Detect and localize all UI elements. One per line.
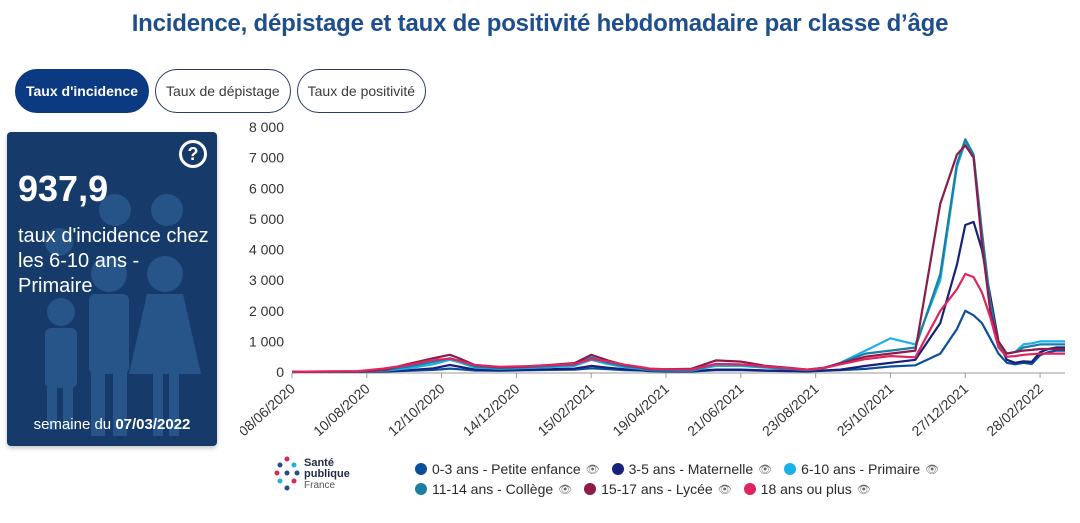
sante-publique-logo: Santé publique France [274, 455, 350, 493]
week-label: semaine du 07/03/2022 [7, 416, 217, 433]
y-tick-label: 7 000 [249, 150, 284, 166]
series-line [292, 220, 1065, 373]
legend-swatch [743, 483, 756, 495]
page-title: Incidence, dépistage et taux de positivi… [131, 10, 949, 37]
y-tick-label: 6 000 [249, 180, 284, 196]
legend-swatch [784, 463, 797, 475]
legend-label: 3-5 ans - Maternelle [628, 461, 754, 477]
y-tick-label: 0 [276, 364, 284, 380]
logo-line2: publique [304, 467, 350, 480]
y-tick-label: 4 000 [249, 242, 284, 258]
metric-tabs: Taux d'incidence Taux de dépistage Taux … [15, 69, 427, 113]
incidence-line-chart: 0 1 000 2 000 3 000 4 000 5 000 6 000 7 000 8 00… [240, 119, 1065, 439]
x-tick-label: 27/12/2021 [908, 380, 971, 439]
x-tick-label: 08/06/2020 [240, 380, 298, 439]
x-tick-label: 19/04/2021 [609, 380, 672, 439]
tab-incidence[interactable]: Taux d'incidence [15, 69, 149, 113]
y-tick-label: 1 000 [249, 333, 284, 349]
legend-item[interactable]: 11-14 ans - Collège 👁 [415, 481, 572, 497]
eye-icon[interactable]: 👁 [758, 463, 773, 476]
legend-label: 18 ans ou plus [760, 481, 852, 497]
week-date: 07/03/2022 [115, 416, 191, 433]
kpi-description: taux d'incidence chez les 6-10 ans - Pri… [18, 225, 209, 297]
eye-icon[interactable]: 👁 [717, 483, 732, 496]
x-tick-label: 14/12/2020 [460, 380, 523, 439]
tab-depistage[interactable]: Taux de dépistage [155, 69, 291, 113]
legend-label: 6-10 ans - Primaire [801, 461, 921, 477]
x-tick-label: 10/08/2020 [310, 380, 373, 439]
series-line [291, 138, 1065, 373]
y-tick-label: 5 000 [249, 211, 284, 227]
eye-icon[interactable]: 👁 [856, 483, 871, 496]
legend-item[interactable]: 18 ans ou plus 👁 [743, 481, 871, 497]
x-tick-label: 23/08/2021 [759, 380, 822, 439]
week-prefix: semaine du [33, 416, 116, 433]
x-tick-label: 15/02/2021 [534, 380, 597, 439]
legend-row: 11-14 ans - Collège 👁 15-17 ans - Lycée 👁 … [415, 479, 975, 499]
y-tick-label: 3 000 [249, 272, 284, 288]
question-icon[interactable]: ? [179, 140, 207, 168]
legend-swatch [415, 483, 427, 495]
kpi-card: ? 937,9 taux d'incidence chez les 6-10 a… [7, 132, 217, 446]
legend-swatch [611, 463, 624, 475]
kpi-value: 937,9 [18, 168, 109, 209]
x-tick-label: 21/06/2021 [684, 380, 747, 439]
legend-label: 0-3 ans - Petite enfance [432, 461, 581, 477]
y-tick-label: 2 000 [249, 303, 284, 319]
legend-item[interactable]: 3-5 ans - Maternelle 👁 [611, 461, 773, 477]
legend-row: 0-3 ans - Petite enfance 👁 3-5 ans - Mate… [415, 459, 975, 479]
legend-item[interactable]: 0-3 ans - Petite enfance 👁 [415, 461, 600, 477]
tab-positivite[interactable]: Taux de positivité [296, 69, 427, 113]
legend-label: 15-17 ans - Lycée [601, 481, 713, 497]
eye-icon[interactable]: 👁 [585, 463, 600, 476]
legend-item[interactable]: 15-17 ans - Lycée 👁 [584, 481, 732, 497]
logo-line1: Santé [304, 456, 334, 469]
eye-icon[interactable]: 👁 [558, 483, 573, 496]
logo-line3: France [304, 479, 336, 491]
series-line [291, 272, 1065, 373]
series-line [291, 144, 1065, 373]
family-illustration-icon [45, 194, 201, 436]
logo-dots-icon [274, 456, 300, 491]
series-line [292, 309, 1065, 373]
x-tick-label: 12/10/2020 [385, 380, 448, 439]
eye-icon[interactable]: 👁 [925, 463, 940, 476]
x-tick-label: 25/10/2021 [834, 380, 897, 439]
x-tick-label: 28/02/2022 [983, 380, 1046, 439]
legend-swatch [584, 483, 597, 495]
legend-label: 11-14 ans - Collège [432, 481, 554, 497]
chart-legend: 0-3 ans - Petite enfance 👁 3-5 ans - Mate… [415, 459, 975, 499]
legend-swatch [415, 463, 427, 475]
legend-item[interactable]: 6-10 ans - Primaire 👁 [784, 461, 939, 477]
y-tick-label: 8 000 [249, 119, 284, 135]
